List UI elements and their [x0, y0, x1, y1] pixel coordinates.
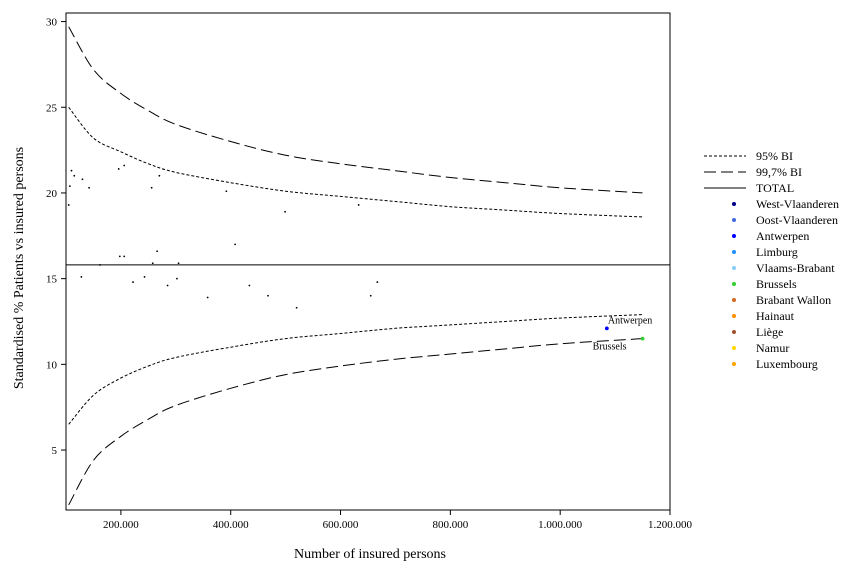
data-point [158, 174, 161, 177]
data-point [284, 210, 286, 213]
legend-item-series-8: Liège [702, 324, 839, 340]
legend-item-series-7-swatch [702, 308, 748, 324]
brussels-point-label: Brussels [593, 342, 627, 353]
data-point [177, 262, 180, 265]
data-point [117, 168, 120, 170]
legend-item-series-7: Hainaut [702, 308, 839, 324]
legend-item-series-0: West-Vlaanderen [702, 196, 839, 212]
legend-item-series-8-label: Liège [756, 324, 784, 339]
data-point [67, 204, 70, 206]
legend-item-series-5-label: Brussels [756, 276, 797, 291]
legend-item-series-3-swatch [702, 244, 748, 260]
legend-item-series-3: Limburg [702, 244, 839, 260]
legend-item-series-6: Brabant Wallon [702, 292, 839, 308]
y-tick-label: 15 [46, 274, 58, 286]
x-tick-label: 200.000 [103, 519, 139, 531]
y-tick-label: 20 [46, 188, 58, 200]
legend-item-series-9-label: Namur [756, 340, 790, 355]
legend-item-series-8-swatch [702, 324, 748, 340]
legend-item-series-0-swatch [702, 196, 748, 212]
data-point [99, 264, 101, 266]
y-tick-label: 25 [46, 102, 58, 114]
legend-item-series-5-swatch [702, 276, 748, 292]
brussels-point [640, 336, 645, 341]
legend-item-bi997-swatch [702, 164, 748, 180]
legend-item-series-2-label: Antwerpen [756, 228, 810, 243]
legend-item-series-6-label: Brabant Wallon [756, 292, 832, 307]
legend-item-bi95-label: 95% BI [756, 148, 793, 163]
data-point [70, 169, 73, 172]
data-point [151, 262, 154, 265]
bi997-upper-line [68, 26, 643, 194]
legend-item-bi95: 95% BI [702, 148, 839, 164]
data-point [267, 294, 269, 297]
bi997-lower-line [68, 338, 643, 506]
data-point [123, 255, 126, 258]
y-tick-label: 30 [46, 17, 58, 29]
x-axis-title: Number of insured persons [294, 547, 446, 562]
data-point [357, 204, 360, 206]
data-point [73, 174, 76, 177]
data-point [234, 243, 237, 246]
data-point [80, 276, 83, 278]
data-point [123, 164, 126, 167]
data-point [68, 185, 71, 187]
data-point [156, 250, 159, 253]
legend-item-total: TOTAL [702, 180, 839, 196]
legend-item-series-4-swatch [702, 260, 748, 276]
x-tick-label: 400.000 [213, 519, 249, 531]
legend-item-series-7-label: Hainaut [756, 308, 794, 323]
data-point [206, 296, 209, 299]
legend-item-bi997: 99,7% BI [702, 164, 839, 180]
legend-item-series-5: Brussels [702, 276, 839, 292]
legend-item-series-3-label: Limburg [756, 244, 798, 259]
plot-frame [65, 12, 671, 511]
data-point [295, 306, 298, 309]
bi95-lower-line [68, 314, 643, 425]
y-tick-label: 10 [46, 359, 58, 371]
legend-item-series-0-label: West-Vlaanderen [756, 196, 839, 211]
y-tick-label: 5 [52, 445, 58, 457]
legend: 95% BI 99,7% BI TOTAL West-Vlaanderen Oost-V… [702, 148, 839, 372]
y-axis-title: Standardised % Patients vs insured perso… [12, 147, 27, 389]
legend-item-series-4-label: Vlaams-Brabant [756, 260, 835, 275]
bi95-upper-line [68, 106, 643, 218]
legend-item-series-1: Oost-Vlaanderen [702, 212, 839, 228]
legend-item-total-swatch [702, 180, 748, 196]
plot-area: 200.000 400.000 600.000 800.000 1.000.000 1.2… [46, 12, 693, 531]
antwerpen-point-label: Antwerpen [608, 315, 652, 326]
legend-item-series-10-swatch [702, 356, 748, 372]
legend-item-total-label: TOTAL [756, 180, 795, 195]
data-point [225, 190, 228, 193]
x-tick-label: 600.000 [323, 519, 359, 531]
legend-item-series-10-label: Luxembourg [756, 356, 818, 371]
legend-item-bi95-swatch [702, 148, 748, 164]
legend-item-series-1-swatch [702, 212, 748, 228]
x-tick-label: 1.000.000 [538, 519, 583, 531]
legend-item-series-4: Vlaams-Brabant [702, 260, 839, 276]
x-tick-label: 800.000 [432, 519, 468, 531]
legend-item-series-6-swatch [702, 292, 748, 308]
legend-item-series-2: Antwerpen [702, 228, 839, 244]
data-point [132, 281, 134, 283]
data-point [376, 281, 379, 283]
antwerpen-point [604, 326, 609, 331]
legend-item-series-9: Namur [702, 340, 839, 356]
legend-item-series-9-swatch [702, 340, 748, 356]
data-point [248, 284, 251, 287]
data-point [166, 284, 169, 287]
legend-item-series-10: Luxembourg [702, 356, 839, 372]
data-point [88, 186, 90, 189]
data-point [143, 276, 146, 278]
data-point [118, 255, 121, 258]
x-tick-label: 1.200.000 [648, 519, 693, 531]
data-point [176, 277, 178, 280]
legend-item-series-1-label: Oost-Vlaanderen [756, 212, 838, 227]
legend-item-series-2-swatch [702, 228, 748, 244]
legend-item-bi997-label: 99,7% BI [756, 164, 802, 179]
data-point [369, 294, 372, 297]
data-point [81, 178, 84, 181]
data-point [150, 186, 153, 189]
